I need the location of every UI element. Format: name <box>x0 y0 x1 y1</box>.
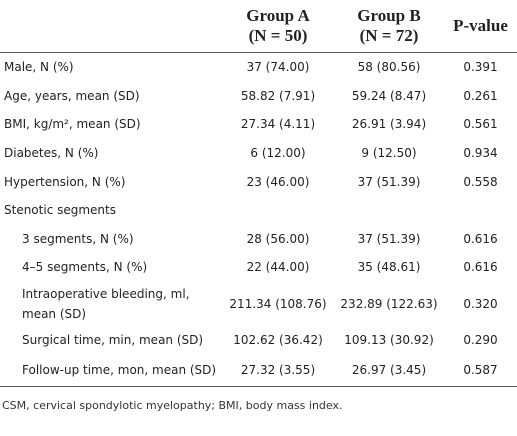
cell: 109.13 (30.92) <box>344 333 434 348</box>
footnote: CSM, cervical spondylotic myelopathy; BM… <box>2 399 343 413</box>
header-line: Group B <box>357 6 421 25</box>
row-label: Male, N (%) <box>4 60 74 75</box>
table-row: Diabetes, N (%) 6 (12.00) 9 (12.50) 0.934 <box>0 139 517 168</box>
cell: 102.62 (36.42) <box>233 333 323 348</box>
table-row: Follow-up time, mon, mean (SD) 27.32 (3.5… <box>0 354 517 388</box>
cell: 28 (56.00) <box>246 231 310 246</box>
cell: 37 (51.39) <box>357 174 421 189</box>
table-row: Hypertension, N (%) 23 (46.00) 37 (51.39) 0… <box>0 167 517 196</box>
cell: 0.587 <box>444 354 517 388</box>
label-line: Intraoperative bleeding, ml, <box>22 286 190 301</box>
row-label: Intraoperative bleeding, ml, mean (SD) <box>0 282 222 326</box>
cell: 0.934 <box>463 146 498 161</box>
cell: 37 (74.00) <box>246 60 310 75</box>
table-row: Intraoperative bleeding, ml, mean (SD) 211… <box>0 282 517 326</box>
cell: 35 (48.61) <box>357 260 421 275</box>
table-row: Stenotic segments <box>0 196 517 225</box>
cell: 211.34 (108.76) <box>229 296 327 311</box>
cell: 0.261 <box>463 88 498 103</box>
cell: 22 (44.00) <box>246 260 310 275</box>
cell: 0.616 <box>463 231 498 246</box>
label-line: mean (SD) <box>22 306 87 321</box>
cell: 23 (46.00) <box>246 174 310 189</box>
header-line: (N = 72) <box>359 26 419 45</box>
cell: 26.91 (3.94) <box>351 117 427 132</box>
table-row: Age, years, mean (SD) 58.82 (7.91) 59.24 (… <box>0 82 517 111</box>
header-cell: Group A (N = 50) <box>222 0 334 53</box>
cell: 0.290 <box>463 333 498 348</box>
cell: 0.320 <box>463 296 498 311</box>
row-label: BMI, kg/m², mean (SD) <box>4 117 141 132</box>
group-label: Stenotic segments <box>4 203 116 218</box>
cell: 27.34 (4.11) <box>240 117 316 132</box>
table-row: BMI, kg/m², mean (SD) 27.34 (4.11) 26.91 (… <box>0 110 517 139</box>
cell: 232.89 (122.63) <box>340 296 438 311</box>
cell: 0.558 <box>463 174 498 189</box>
cell: 58 (80.56) <box>357 60 421 75</box>
cell: 58.82 (7.91) <box>240 88 316 103</box>
header-line: P-value <box>453 16 508 35</box>
row-label: Follow-up time, mon, mean (SD) <box>0 354 222 388</box>
row-label: Diabetes, N (%) <box>4 146 99 161</box>
row-label: 4–5 segments, N (%) <box>22 260 148 275</box>
cell: 0.616 <box>463 260 498 275</box>
table-row: 3 segments, N (%) 28 (56.00) 37 (51.39) 0.6… <box>0 225 517 254</box>
header-line: Group A <box>246 6 310 25</box>
cell: 0.391 <box>463 60 498 75</box>
cell: 0.561 <box>463 117 498 132</box>
header-row: Group A (N = 50) Group B (N = 72) P-value <box>0 0 517 53</box>
cell: 37 (51.39) <box>357 231 421 246</box>
cell: 26.97 (3.45) <box>334 354 444 388</box>
header-cell: Group B (N = 72) <box>334 0 444 53</box>
table-row: Male, N (%) 37 (74.00) 58 (80.56) 0.391 <box>0 53 517 82</box>
cell: 27.32 (3.55) <box>222 354 334 388</box>
table-row: Surgical time, min, mean (SD) 102.62 (36.… <box>0 326 517 355</box>
row-label: Hypertension, N (%) <box>4 174 126 189</box>
row-label: Surgical time, min, mean (SD) <box>22 333 204 348</box>
header-cell: P-value <box>444 0 517 53</box>
cell: 59.24 (8.47) <box>351 88 427 103</box>
data-table: Group A (N = 50) Group B (N = 72) P-value … <box>0 0 517 388</box>
table-body: Male, N (%) 37 (74.00) 58 (80.56) 0.391 Age,… <box>0 53 517 388</box>
corner-cell <box>0 0 222 53</box>
cell: 9 (12.50) <box>361 146 417 161</box>
header-line: (N = 50) <box>248 26 308 45</box>
cell: 6 (12.00) <box>250 146 306 161</box>
row-label: 3 segments, N (%) <box>22 231 134 246</box>
table-row: 4–5 segments, N (%) 22 (44.00) 35 (48.61) 0… <box>0 253 517 282</box>
row-label: Age, years, mean (SD) <box>4 88 140 103</box>
